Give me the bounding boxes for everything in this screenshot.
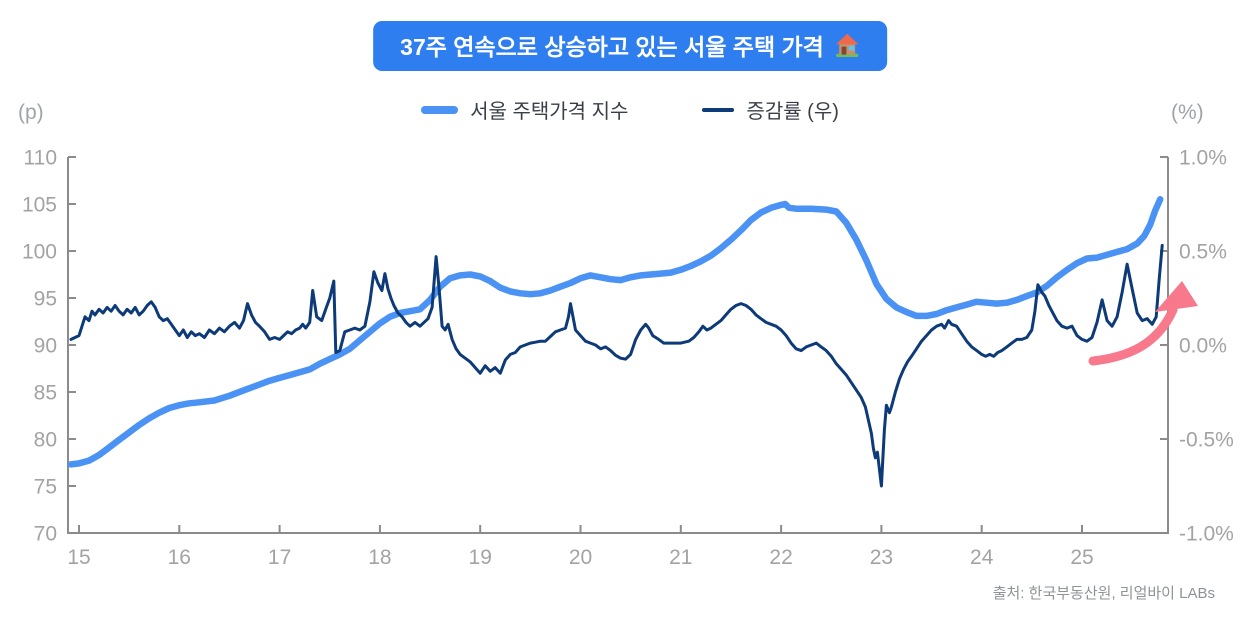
index-line [67, 196, 1164, 468]
left-axis-tick-label: 105 [22, 194, 57, 217]
house-icon [834, 33, 860, 57]
up-arrow-annotation-head [1155, 281, 1198, 312]
left-axis-tick-label: 110 [24, 147, 57, 170]
x-axis-tick-label: 17 [268, 546, 291, 569]
right-axis-tick-label: 1.0% [1179, 147, 1227, 170]
x-axis-tick-label: 15 [67, 546, 90, 569]
change-rate-line [69, 243, 1164, 488]
change-rate-line-swatch [702, 107, 735, 112]
x-axis-tick-label: 19 [469, 546, 492, 569]
source-note: 출처: 한국부동산원, 리얼바이 LABs [992, 585, 1215, 602]
x-axis-tick-label: 23 [870, 546, 893, 569]
left-axis-tick-label: 75 [34, 476, 57, 499]
legend-item-change-rate: 증감률 (우) [702, 95, 839, 124]
right-axis-tick-label: -0.5% [1179, 429, 1234, 452]
left-axis-tick-label: 90 [34, 335, 57, 358]
x-axis-tick-label: 20 [569, 546, 592, 569]
right-axis-tick-label: -1.0% [1179, 523, 1234, 546]
legend-item-index: 서울 주택가격 지수 [421, 95, 628, 124]
left-axis-unit: (p) [18, 101, 44, 124]
index-line-swatch [421, 105, 459, 114]
right-axis-tick-label: 0.0% [1179, 335, 1227, 358]
x-axis-tick-label: 21 [669, 546, 692, 569]
x-axis-tick-label: 18 [368, 546, 391, 569]
x-axis-tick-label: 24 [970, 546, 994, 569]
x-axis-tick-label: 16 [168, 546, 191, 569]
right-axis-tick-label: 0.5% [1179, 241, 1227, 264]
left-axis-tick-label: 95 [34, 288, 57, 311]
page-title: 37주 연속으로 상승하고 있는 서울 주택 가격 [400, 34, 824, 60]
left-axis-tick-label: 85 [34, 382, 57, 405]
up-arrow-annotation-shaft [1088, 305, 1178, 366]
legend: 서울 주택가격 지수 증감률 (우) [0, 95, 1260, 124]
right-axis-unit: (%) [1171, 101, 1204, 124]
x-axis-tick-label: 25 [1070, 546, 1093, 569]
legend-label-change-rate: 증감률 (우) [746, 101, 839, 123]
legend-label-index: 서울 주택가격 지수 [470, 101, 629, 123]
title-badge: 37주 연속으로 상승하고 있는 서울 주택 가격 [373, 21, 887, 71]
left-axis-tick-label: 100 [22, 241, 57, 264]
x-axis-tick-label: 22 [769, 546, 792, 569]
left-axis-tick-label: 80 [34, 429, 57, 452]
axis-frame [67, 157, 1169, 534]
left-axis-tick-label: 70 [34, 523, 57, 546]
